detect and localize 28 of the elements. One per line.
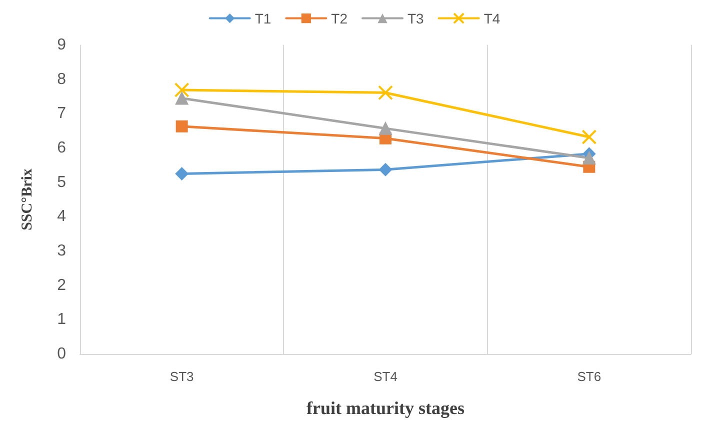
point — [176, 120, 188, 132]
point — [379, 163, 392, 176]
y-tick-label: 1 — [57, 311, 66, 328]
y-tick-label: 7 — [57, 105, 66, 122]
point — [175, 92, 188, 105]
point — [378, 85, 393, 100]
point — [175, 167, 188, 180]
x-axis-title: fruit maturity stages — [306, 398, 464, 418]
x-tick-label: ST6 — [577, 369, 602, 384]
x-tick-label: ST3 — [170, 369, 194, 384]
y-tick-label: 3 — [57, 242, 66, 260]
legend-label: T2 — [331, 10, 348, 26]
y-axis-title: SSC°Brix — [20, 168, 36, 230]
legend-label: T3 — [408, 10, 424, 26]
legend-label: T4 — [484, 10, 500, 26]
y-tick-label: 0 — [57, 346, 66, 362]
y-tick-label: 4 — [57, 208, 66, 226]
x-tick-label: ST4 — [374, 369, 398, 384]
point — [582, 151, 596, 164]
legend-label: T1 — [254, 10, 272, 26]
y-tick-label: 5 — [57, 174, 66, 191]
point — [582, 130, 597, 145]
y-tick-label: 9 — [57, 36, 66, 54]
y-tick-label: 8 — [57, 70, 66, 88]
point — [379, 122, 392, 135]
y-tick-label: 2 — [57, 276, 66, 294]
y-tick-label: 6 — [57, 140, 66, 156]
point — [174, 82, 190, 98]
